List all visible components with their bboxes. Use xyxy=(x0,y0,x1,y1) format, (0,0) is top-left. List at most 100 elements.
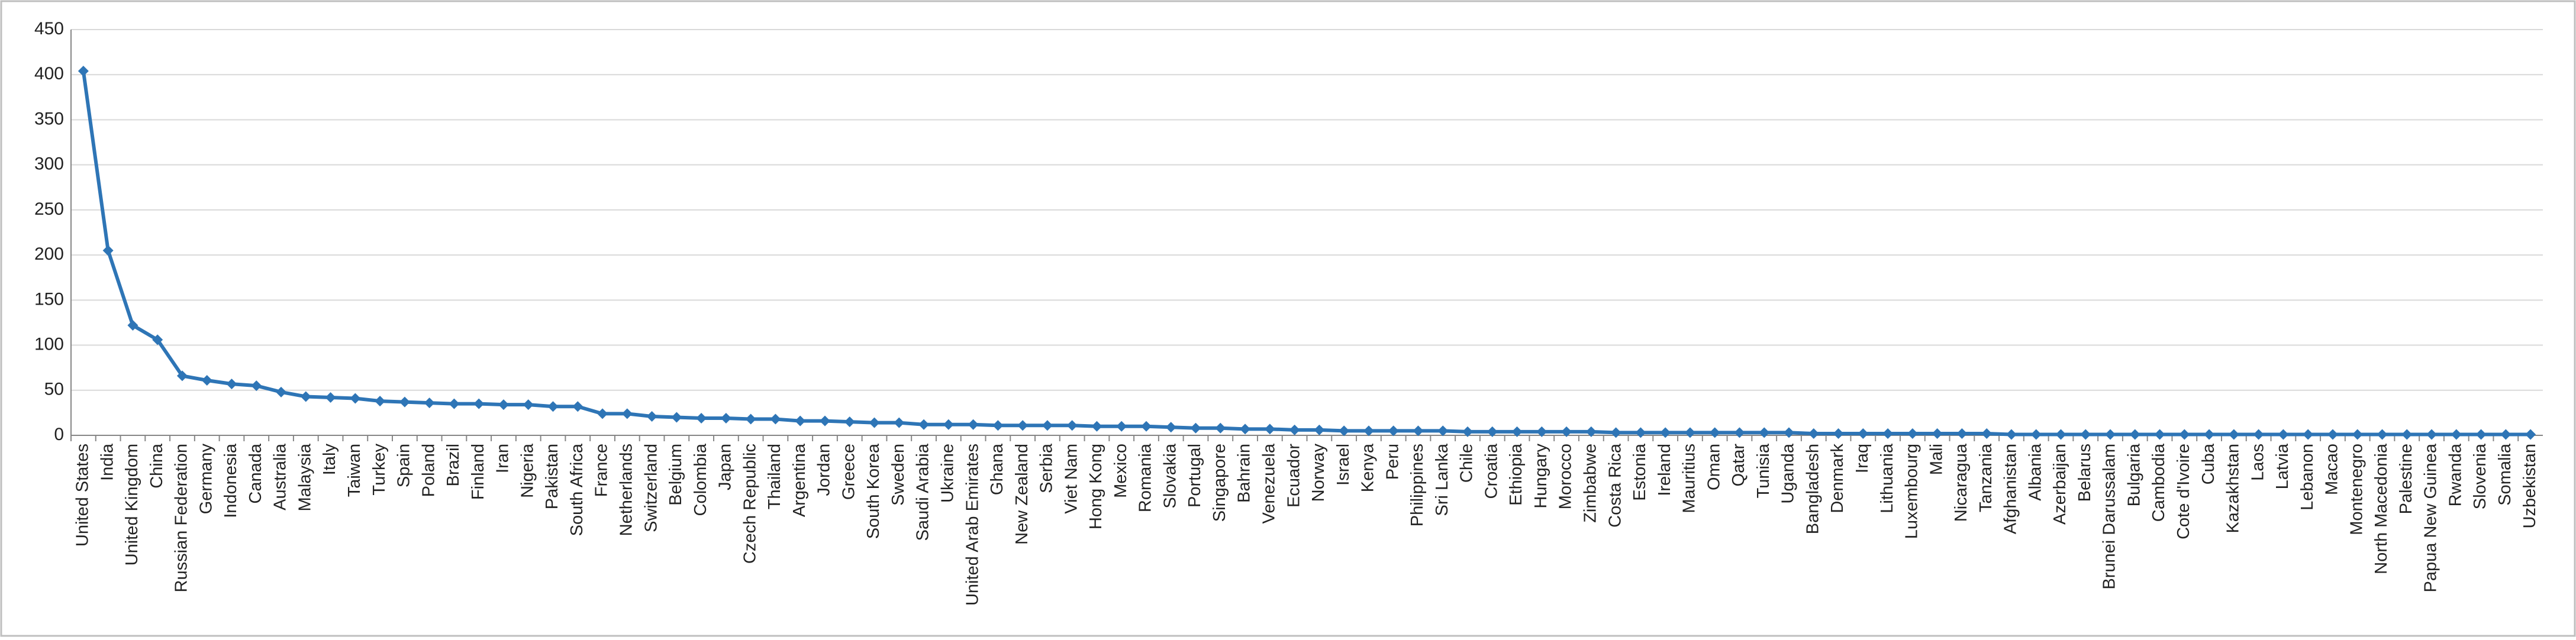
x-tick-label: Cuba xyxy=(2199,443,2218,484)
x-tick-label: Ghana xyxy=(988,443,1007,495)
marker xyxy=(992,420,1004,431)
marker xyxy=(646,410,657,422)
marker xyxy=(2030,429,2042,440)
x-tick-label: Brunei Darussalam xyxy=(2100,444,2119,590)
x-tick-label: Ethiopia xyxy=(1507,443,1526,506)
marker xyxy=(1511,426,1523,437)
x-tick-label: Finland xyxy=(469,444,488,500)
marker xyxy=(399,396,410,408)
x-tick-label: Palestine xyxy=(2397,444,2416,514)
x-tick-label: Oman xyxy=(1704,444,1723,490)
x-tick-label: Afghanistan xyxy=(2001,444,2020,534)
marker xyxy=(1932,428,1943,439)
marker xyxy=(1413,425,1424,437)
marker xyxy=(2303,429,2314,440)
x-tick-label: Zimbabwe xyxy=(1581,444,1600,523)
marker xyxy=(473,398,485,409)
marker xyxy=(819,415,830,426)
marker xyxy=(671,412,682,423)
marker xyxy=(2500,429,2511,440)
marker xyxy=(696,413,707,424)
y-tick-label: 50 xyxy=(44,380,64,399)
marker xyxy=(2352,429,2363,440)
marker xyxy=(1907,428,1918,439)
x-tick-label: Turkey xyxy=(370,444,389,496)
marker xyxy=(1635,427,1646,438)
x-tick-label: Lebanon xyxy=(2298,444,2317,510)
marker xyxy=(1314,424,1325,435)
x-tick-label: Laos xyxy=(2248,444,2267,481)
x-tick-label: Costa Rica xyxy=(1605,443,1624,528)
marker xyxy=(918,419,930,430)
marker xyxy=(1017,420,1029,431)
x-tick-label: France xyxy=(592,444,611,497)
x-tick-label: Bulgaria xyxy=(2124,443,2143,506)
x-tick-label: Colombia xyxy=(691,443,710,516)
y-tick-label: 0 xyxy=(54,425,64,444)
marker xyxy=(1042,420,1053,431)
marker xyxy=(720,413,731,424)
marker xyxy=(276,386,287,397)
marker xyxy=(1388,425,1399,437)
x-tick-label: Latvia xyxy=(2273,443,2292,489)
marker xyxy=(1140,421,1152,432)
x-tick-label: Netherlands xyxy=(617,444,636,536)
x-tick-label: Singapore xyxy=(1210,444,1229,522)
x-tick-label: Qatar xyxy=(1729,444,1748,487)
marker xyxy=(375,396,386,407)
marker xyxy=(1981,428,1993,439)
x-tick-label: Venezuela xyxy=(1260,443,1279,523)
marker xyxy=(2129,429,2140,440)
x-tick-label: Canada xyxy=(246,443,265,503)
x-tick-label: United Arab Emirates xyxy=(963,444,982,606)
x-tick-label: Denmark xyxy=(1828,444,1847,513)
x-tick-label: Peru xyxy=(1383,444,1402,480)
x-tick-label: Croatia xyxy=(1482,443,1501,499)
x-tick-label: Luxembourg xyxy=(1903,444,1921,539)
x-tick-label: Ukraine xyxy=(938,444,957,503)
x-tick-label: Slovakia xyxy=(1160,443,1179,508)
marker xyxy=(1240,424,1251,435)
marker xyxy=(2204,429,2215,440)
marker xyxy=(1116,421,1127,432)
x-tick-label: Jordan xyxy=(815,444,834,496)
marker xyxy=(2401,429,2413,440)
x-tick-label: Israel xyxy=(1334,444,1353,486)
marker xyxy=(1561,426,1572,437)
x-tick-label: Tunisia xyxy=(1754,443,1773,498)
x-tick-label: Greece xyxy=(839,444,858,500)
marker xyxy=(1264,424,1275,435)
marker xyxy=(1709,427,1720,438)
x-tick-label: South Korea xyxy=(864,443,883,539)
x-tick-label: Kenya xyxy=(1359,443,1378,492)
x-tick-label: Australia xyxy=(271,443,290,510)
marker xyxy=(795,415,806,426)
x-tick-label: Argentina xyxy=(790,443,809,517)
marker xyxy=(300,391,311,402)
x-tick-label: Belgium xyxy=(666,444,685,506)
x-tick-label: South Africa xyxy=(568,443,586,536)
marker xyxy=(621,408,633,419)
marker xyxy=(2377,429,2388,440)
x-tick-label: Serbia xyxy=(1037,443,1056,493)
marker xyxy=(424,397,435,409)
marker xyxy=(2228,429,2239,440)
x-tick-label: Sweden xyxy=(889,444,908,506)
x-tick-label: Hungary xyxy=(1532,444,1550,509)
x-tick-label: Sri Lanka xyxy=(1433,443,1452,516)
x-tick-label: Iraq xyxy=(1853,444,1872,473)
x-tick-label: Estonia xyxy=(1630,443,1649,501)
marker xyxy=(226,379,237,390)
x-tick-label: Bahrain xyxy=(1235,444,1254,503)
marker xyxy=(449,398,460,409)
line xyxy=(81,70,2531,437)
marker xyxy=(1363,425,1374,437)
x-tick-label: Thailand xyxy=(765,444,784,509)
marker xyxy=(1660,427,1671,438)
y-tick-label: 400 xyxy=(34,64,64,83)
marker xyxy=(844,416,855,428)
x-tick-label: China xyxy=(147,443,166,489)
y-tick-label: 350 xyxy=(34,109,64,128)
